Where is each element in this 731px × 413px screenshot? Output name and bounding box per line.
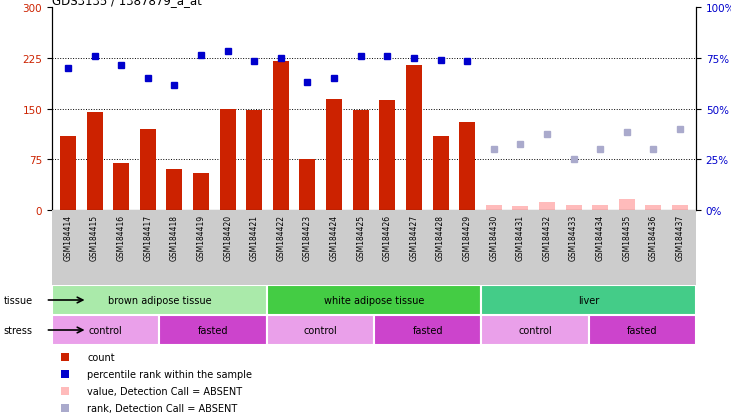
Text: GSM184436: GSM184436 <box>649 214 658 260</box>
Bar <box>159 315 267 345</box>
Bar <box>539 202 555 211</box>
Text: GSM184432: GSM184432 <box>542 214 551 260</box>
Text: fasted: fasted <box>198 325 228 335</box>
Text: liver: liver <box>578 295 599 305</box>
Bar <box>566 206 582 211</box>
Bar <box>433 136 449 211</box>
Text: white adipose tissue: white adipose tissue <box>324 295 424 305</box>
Bar <box>300 160 316 211</box>
Bar <box>267 315 374 345</box>
Bar <box>406 66 422 211</box>
Text: GSM184420: GSM184420 <box>223 214 232 260</box>
Text: tissue: tissue <box>4 295 33 305</box>
Text: GSM184434: GSM184434 <box>596 214 605 260</box>
Text: GSM184415: GSM184415 <box>90 214 99 260</box>
Text: GSM184416: GSM184416 <box>117 214 126 260</box>
Text: percentile rank within the sample: percentile rank within the sample <box>88 369 252 379</box>
Text: GDS3135 / 1387879_a_at: GDS3135 / 1387879_a_at <box>52 0 202 7</box>
Text: control: control <box>518 325 552 335</box>
Bar <box>86 113 102 211</box>
Text: GSM184437: GSM184437 <box>675 214 684 260</box>
Bar <box>588 315 696 345</box>
Bar <box>486 206 501 211</box>
Text: GSM184426: GSM184426 <box>383 214 392 260</box>
Bar <box>512 206 529 211</box>
Bar <box>459 123 475 211</box>
Text: stress: stress <box>4 325 33 335</box>
Text: control: control <box>88 325 123 335</box>
Text: GSM184431: GSM184431 <box>516 214 525 260</box>
Text: GSM184414: GSM184414 <box>64 214 72 260</box>
Bar <box>619 200 635 211</box>
Bar <box>374 315 481 345</box>
Text: GSM184428: GSM184428 <box>436 214 445 260</box>
Bar <box>193 173 209 211</box>
Bar <box>52 285 267 315</box>
Text: brown adipose tissue: brown adipose tissue <box>107 295 211 305</box>
Text: GSM184430: GSM184430 <box>489 214 499 260</box>
Text: GSM184433: GSM184433 <box>569 214 578 260</box>
Text: rank, Detection Call = ABSENT: rank, Detection Call = ABSENT <box>88 403 238 413</box>
Text: GSM184424: GSM184424 <box>330 214 338 260</box>
Bar <box>481 285 696 315</box>
Text: GSM184429: GSM184429 <box>463 214 471 260</box>
Bar <box>140 130 156 211</box>
Bar <box>52 315 159 345</box>
Bar <box>219 109 235 211</box>
Text: control: control <box>303 325 337 335</box>
Text: GSM184417: GSM184417 <box>143 214 152 260</box>
Text: value, Detection Call = ABSENT: value, Detection Call = ABSENT <box>88 386 243 396</box>
Bar <box>267 285 481 315</box>
Text: GSM184435: GSM184435 <box>622 214 632 260</box>
Text: fasted: fasted <box>412 325 443 335</box>
Bar <box>113 163 129 211</box>
Bar <box>353 111 368 211</box>
Text: GSM184422: GSM184422 <box>276 214 285 260</box>
Bar <box>481 315 588 345</box>
Bar <box>326 99 342 211</box>
Text: count: count <box>88 352 115 362</box>
Bar <box>167 170 183 211</box>
Text: GSM184425: GSM184425 <box>356 214 366 260</box>
Text: fasted: fasted <box>627 325 658 335</box>
Bar <box>672 205 688 211</box>
Text: GSM184419: GSM184419 <box>197 214 205 260</box>
Bar <box>645 206 662 211</box>
Text: GSM184421: GSM184421 <box>250 214 259 260</box>
Text: GSM184427: GSM184427 <box>409 214 418 260</box>
Bar <box>592 205 608 211</box>
Text: GSM184423: GSM184423 <box>303 214 312 260</box>
Bar <box>379 101 395 211</box>
Bar <box>273 62 289 211</box>
Bar <box>246 111 262 211</box>
Bar <box>60 136 76 211</box>
Text: GSM184418: GSM184418 <box>170 214 179 260</box>
